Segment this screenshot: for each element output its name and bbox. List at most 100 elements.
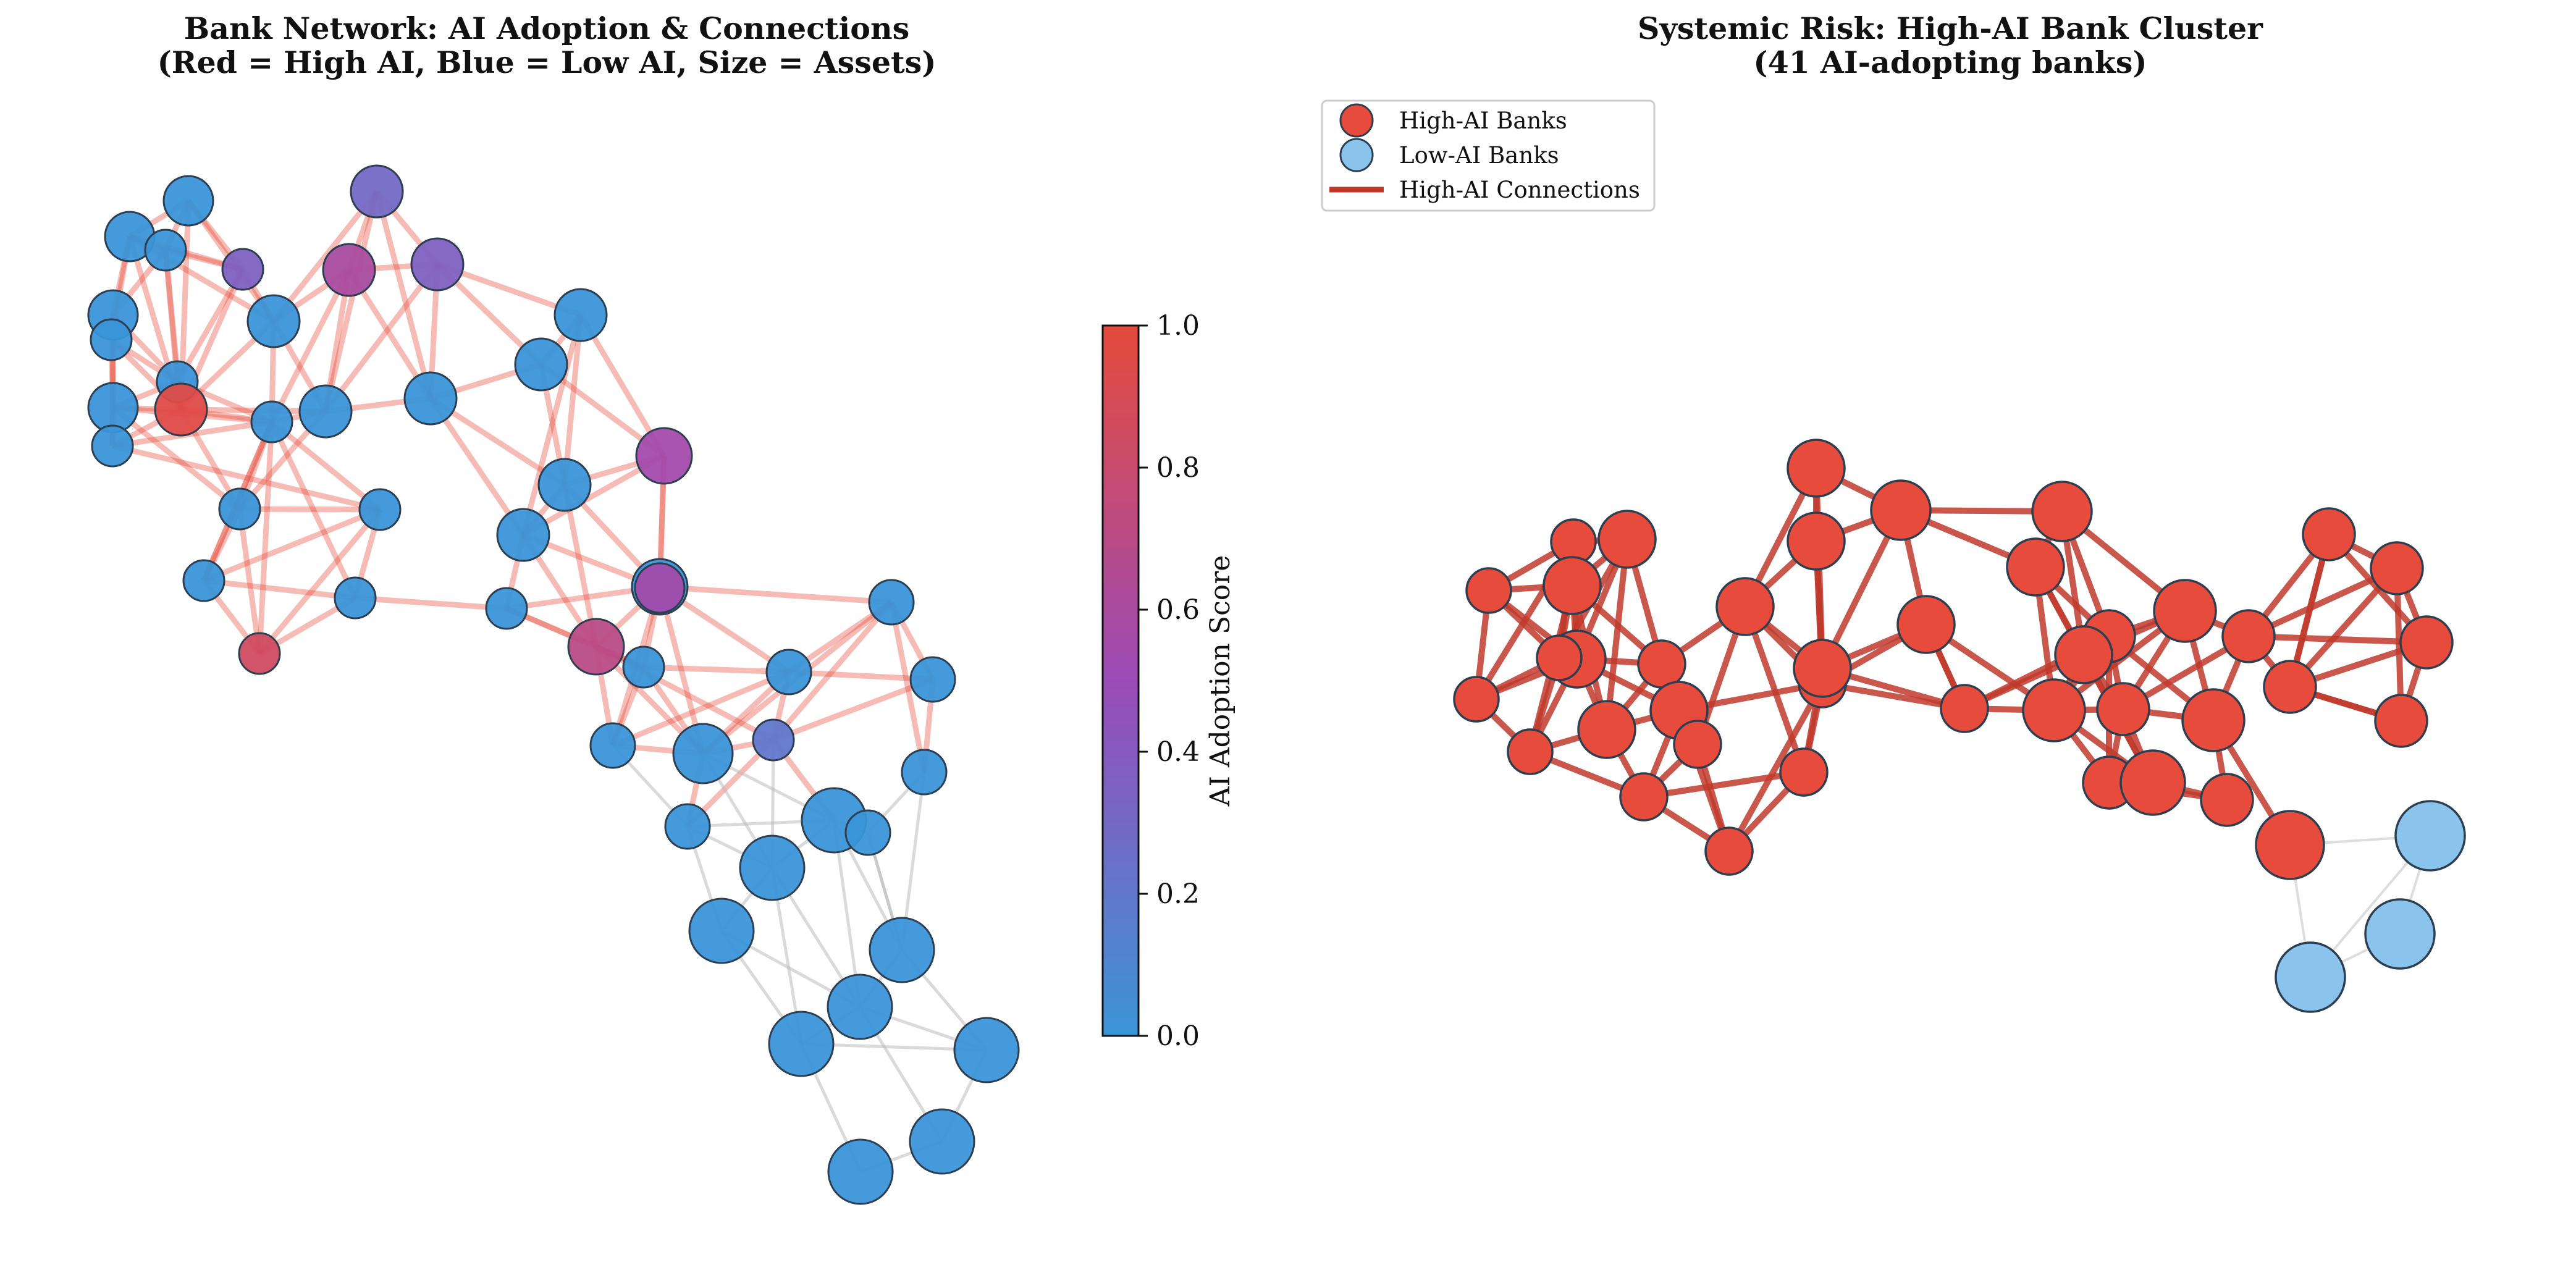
left-edge-high-ai — [203, 578, 356, 601]
colorbar-tick-label: 1.0 — [1156, 310, 1200, 342]
left-panel-title-line2: (Red = High AI, Blue = Low AI, Size = As… — [158, 44, 937, 80]
legend-high-ai-marker — [1339, 103, 1374, 138]
left-bank-node — [250, 400, 293, 444]
right-high-ai-bank-node — [2255, 810, 2325, 880]
right-high-ai-bank-node — [1597, 510, 1657, 569]
left-bank-node — [182, 559, 225, 602]
left-bank-node — [909, 656, 956, 703]
left-bank-node — [350, 164, 404, 219]
left-bank-node — [567, 618, 625, 676]
left-bank-node — [827, 1138, 894, 1205]
right-high-ai-bank-node — [1465, 567, 1512, 614]
right-high-ai-bank-node — [2263, 660, 2317, 714]
left-bank-node — [485, 587, 528, 630]
right-high-ai-bank-node — [2399, 615, 2454, 670]
left-bank-node — [358, 488, 402, 531]
left-bank-node — [246, 294, 301, 348]
left-bank-node — [403, 371, 458, 426]
left-bank-node — [238, 632, 281, 675]
left-bank-node — [827, 973, 893, 1040]
colorbar-ticks: 0.0 0.2 0.4 0.6 0.8 1.0 — [1139, 310, 1200, 1052]
left-edge-high-ai — [643, 664, 789, 675]
left-bank-node — [688, 898, 755, 964]
right-high-ai-bank-node — [1704, 826, 1754, 876]
left-edge-high-ai — [111, 443, 381, 513]
left-bank-node — [144, 229, 187, 272]
right-high-ai-bank-node — [2119, 749, 2186, 816]
right-high-ai-bank-node — [2221, 609, 2276, 663]
right-high-ai-bank-node — [1870, 479, 1932, 541]
legend: High-AI Banks Low-AI Banks High-AI Conne… — [1321, 99, 1656, 212]
right-high-ai-bank-node — [2370, 541, 2424, 595]
left-edge-high-ai — [256, 421, 275, 654]
left-bank-node — [554, 288, 608, 342]
left-bank-node — [218, 487, 261, 531]
right-high-ai-bank-node — [1637, 639, 1686, 689]
left-bank-node — [739, 834, 806, 901]
right-high-ai-bank-node — [2054, 625, 2113, 684]
left-edge-high-ai — [788, 669, 933, 683]
right-low-ai-bank-node — [2364, 898, 2436, 970]
left-edge-high-ai — [203, 507, 381, 584]
left-bank-node — [221, 248, 264, 291]
left-bank-node — [589, 722, 636, 769]
left-edge-high-ai — [355, 595, 507, 612]
left-edge-high-ai — [374, 190, 434, 400]
left-bank-node — [91, 424, 134, 468]
legend-connection-label: High-AI Connections — [1399, 177, 1640, 203]
right-high-ai-bank-node — [1779, 747, 1829, 797]
right-high-ai-bank-node — [2022, 678, 2086, 742]
right-high-ai-bank-node — [1896, 595, 1956, 654]
right-network-nodes — [1453, 439, 2466, 1013]
left-bank-node — [162, 175, 214, 227]
right-high-ai-bank-node — [1543, 556, 1602, 615]
left-bank-node — [953, 1017, 1020, 1083]
left-edge-high-ai — [888, 602, 927, 773]
right-high-ai-bank-node — [2302, 507, 2356, 561]
right-low-ai-bank-node — [2394, 800, 2466, 872]
left-edge-high-ai — [659, 584, 892, 605]
left-edge-high-ai — [111, 405, 242, 511]
colorbar: 0.0 0.2 0.4 0.6 0.8 1.0 AI Adoption Score — [1101, 310, 1236, 1052]
left-edge-high-ai — [562, 314, 584, 486]
colorbar-tick-label: 0.4 — [1156, 736, 1200, 768]
right-high-ai-bank-node — [2374, 694, 2428, 748]
left-bank-node — [622, 645, 665, 689]
left-panel: Bank Network: AI Adoption & Connections … — [87, 11, 1020, 1205]
left-bank-node — [868, 579, 915, 626]
left-edge-high-ai — [162, 250, 180, 382]
left-edge-high-ai — [175, 267, 245, 384]
left-bank-node — [752, 718, 795, 762]
left-bank-node — [298, 384, 353, 439]
left-edge-high-ai — [271, 190, 379, 323]
left-bank-node — [410, 237, 465, 292]
left-bank-node — [765, 649, 812, 696]
left-edge-high-ai — [322, 190, 380, 413]
left-edge-high-ai — [520, 314, 584, 536]
legend-high-ai-label: High-AI Banks — [1399, 107, 1567, 134]
left-edge-high-ai — [239, 506, 381, 513]
right-high-ai-bank-node — [1577, 700, 1636, 759]
left-bank-node — [901, 749, 948, 796]
left-bank-node — [635, 427, 693, 485]
left-bank-node — [844, 809, 891, 856]
left-bank-node — [537, 458, 592, 512]
colorbar-tick-label: 0.0 — [1156, 1020, 1200, 1052]
right-high-ai-bank-node — [2153, 579, 2217, 643]
right-panel: Systemic Risk: High-AI Bank Cluster (41 … — [1321, 11, 2466, 1013]
right-high-ai-bank-node — [1536, 634, 1583, 681]
right-high-ai-bank-node — [2200, 773, 2254, 827]
left-edge-high-ai — [237, 508, 263, 654]
left-bank-node — [90, 318, 133, 361]
left-edge-high-ai — [771, 600, 894, 742]
right-high-ai-bank-node — [2096, 682, 2150, 736]
right-high-ai-bank-node — [1787, 439, 1846, 498]
left-edge-high-ai — [612, 669, 790, 749]
left-panel-title-line1: Bank Network: AI Adoption & Connections — [184, 11, 909, 46]
right-panel-title-line1: Systemic Risk: High-AI Bank Cluster — [1638, 11, 2263, 46]
left-bank-node — [514, 337, 568, 392]
left-edge-high-ai — [269, 268, 352, 424]
left-bank-node — [664, 803, 711, 850]
left-edge-high-ai — [323, 263, 440, 413]
